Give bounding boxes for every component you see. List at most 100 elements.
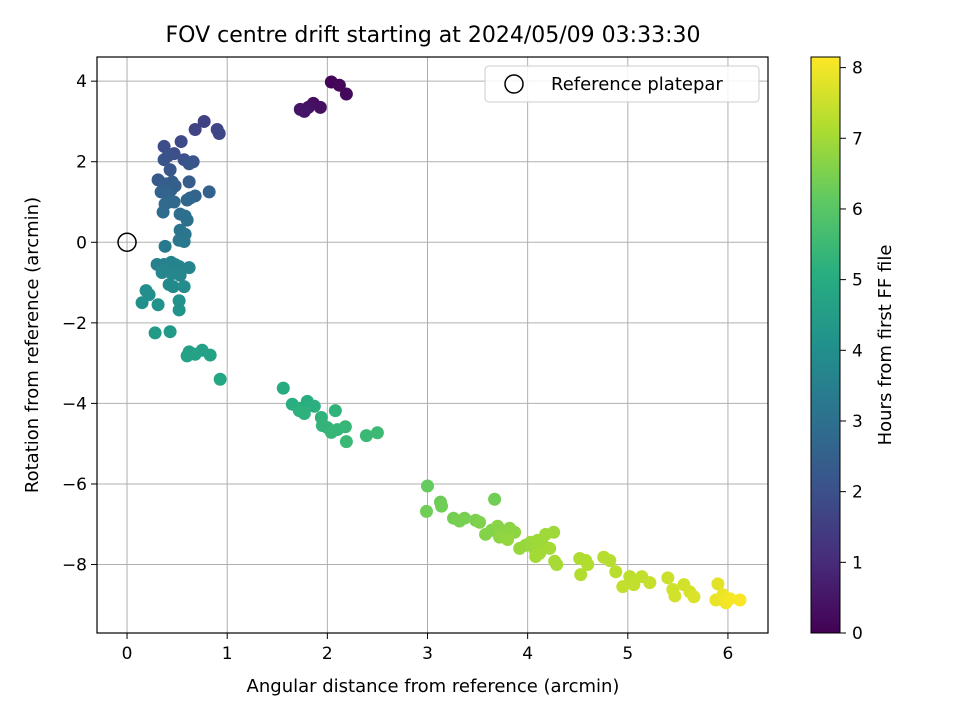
scatter-point	[574, 568, 588, 582]
scatter-point	[338, 420, 352, 434]
scatter-point	[488, 492, 502, 506]
scatter-point	[419, 504, 433, 518]
scatter-point	[473, 515, 487, 529]
y-tick-label: 2	[76, 153, 87, 173]
scatter-point	[711, 577, 725, 591]
colorbar-tick-label: 4	[852, 341, 863, 361]
scatter-point	[420, 479, 434, 493]
scatter-point	[135, 296, 149, 310]
x-tick-label: 2	[322, 644, 333, 664]
colorbar-tick-label: 1	[852, 553, 863, 573]
scatter-point	[180, 349, 194, 363]
scatter-point	[339, 435, 353, 449]
scatter-point	[166, 280, 180, 294]
scatter-point	[155, 265, 169, 279]
scatter-point	[661, 571, 675, 585]
scatter-point	[213, 372, 227, 386]
scatter-point	[163, 325, 177, 339]
scatter-point	[151, 298, 165, 312]
scatter-point	[543, 541, 557, 555]
colorbar-tick-label: 0	[852, 624, 863, 644]
scatter-point	[202, 185, 216, 199]
y-tick-label: −2	[62, 314, 87, 334]
scatter-point	[313, 100, 327, 114]
scatter-point	[177, 280, 191, 294]
colorbar-frame	[810, 56, 841, 634]
scatter-point	[339, 87, 353, 101]
scatter-point	[173, 268, 187, 282]
x-tick-label: 3	[422, 644, 433, 664]
scatter-point	[533, 546, 547, 560]
y-tick-label: −4	[62, 394, 87, 414]
x-tick-label: 6	[723, 644, 734, 664]
colorbar-tick-label: 8	[852, 59, 863, 79]
scatter-point	[668, 589, 682, 603]
scatter-point	[180, 193, 194, 207]
y-tick-label: 4	[76, 72, 87, 92]
chart-title: FOV centre drift starting at 2024/05/09 …	[166, 23, 701, 48]
scatter-points	[135, 75, 747, 610]
x-tick-label: 4	[522, 644, 533, 664]
scatter-point	[182, 261, 196, 275]
scatter-point	[458, 511, 472, 525]
legend: Reference platepar	[484, 65, 760, 103]
scatter-point	[158, 239, 172, 253]
scatter-point	[723, 592, 737, 606]
scatter-point	[172, 294, 186, 308]
scatter-point	[550, 558, 564, 572]
scatter-point	[603, 553, 617, 567]
colorbar-tick-label: 7	[852, 129, 863, 149]
colorbar: 0 1 2 3 4 5 6 7 8 Hours from first FF file	[810, 56, 896, 644]
scatter-point	[627, 578, 641, 592]
legend-entry-reference: Reference platepar	[551, 74, 723, 95]
y-axis-label: Rotation from reference (arcmin)	[22, 197, 43, 493]
colorbar-gradient	[811, 57, 840, 633]
scatter-point	[616, 580, 630, 594]
colorbar-tick-label: 2	[852, 483, 863, 503]
scatter-point	[332, 78, 346, 92]
scatter-point	[501, 533, 515, 547]
x-tick-label: 5	[622, 644, 633, 664]
plot-frame	[96, 56, 769, 634]
scatter-point	[180, 213, 194, 227]
scatter-point	[733, 593, 747, 607]
colorbar-tick-label: 6	[852, 200, 863, 220]
grid	[97, 57, 768, 633]
y-axis: 4 2 0 −2 −4 −6 −8	[62, 72, 97, 576]
scatter-point	[157, 153, 171, 167]
scatter-point	[307, 399, 321, 413]
scatter-point	[156, 205, 170, 219]
scatter-point	[297, 104, 311, 118]
scatter-point	[182, 175, 196, 189]
scatter-point	[197, 114, 211, 128]
scatter-point	[172, 303, 186, 317]
scatter-point	[177, 234, 191, 248]
scatter-point	[163, 163, 177, 177]
scatter-point	[643, 576, 657, 590]
y-tick-label: −6	[62, 475, 87, 495]
reference-marker	[117, 232, 137, 253]
colorbar-ticks: 0 1 2 3 4 5 6 7 8	[840, 59, 863, 644]
scatter-point	[148, 326, 162, 340]
x-tick-label: 0	[122, 644, 133, 664]
scatter-point	[292, 404, 306, 418]
x-axis: 0 1 2 3 4 5 6	[122, 633, 734, 664]
scatter-point	[212, 127, 226, 141]
x-tick-label: 1	[222, 644, 233, 664]
legend-marker	[504, 74, 524, 94]
y-tick-label: 0	[76, 233, 87, 253]
scatter-point	[276, 381, 290, 395]
y-tick-label: −8	[62, 556, 87, 576]
scatter-point	[174, 135, 188, 149]
scatter-point	[687, 590, 701, 604]
colorbar-tick-label: 3	[852, 412, 863, 432]
scatter-point	[328, 404, 342, 418]
scatter-point	[203, 348, 217, 362]
scatter-point	[609, 565, 623, 579]
x-axis-label: Angular distance from reference (arcmin)	[247, 676, 620, 697]
scatter-point	[188, 123, 202, 137]
scatter-point	[547, 525, 561, 539]
colorbar-tick-label: 5	[852, 271, 863, 291]
colorbar-label: Hours from first FF file	[875, 245, 896, 446]
